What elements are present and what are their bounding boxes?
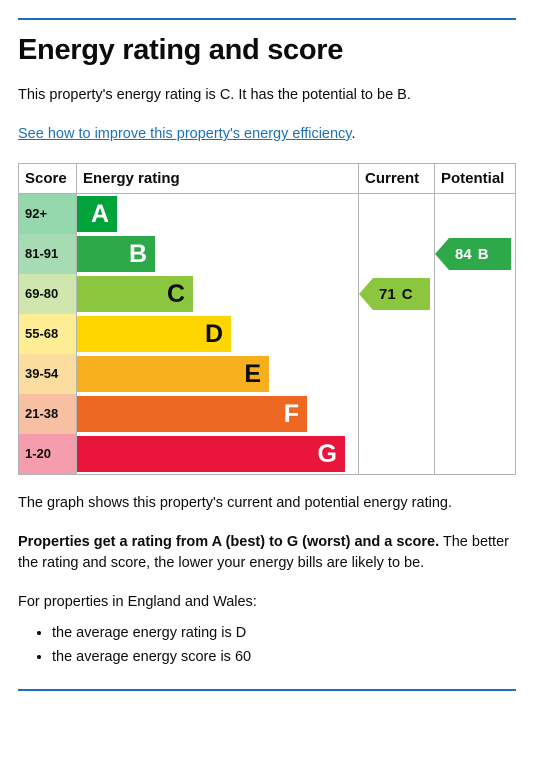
current-column: 71 C xyxy=(359,194,435,474)
rating-bar-row: F xyxy=(77,394,358,434)
score-cell: 69-80 xyxy=(19,274,76,314)
scores-column: 92+81-9169-8055-6839-5421-381-20 xyxy=(19,194,77,474)
page-title: Energy rating and score xyxy=(18,34,516,67)
col-header-current: Current xyxy=(359,164,435,194)
col-header-rating: Energy rating xyxy=(77,164,359,194)
arrow-value: 84 xyxy=(455,246,472,263)
averages-intro: For properties in England and Wales: xyxy=(18,592,516,613)
rating-bar: A xyxy=(77,196,117,232)
potential-column: 84 B xyxy=(435,194,515,474)
rating-bar: B xyxy=(77,236,155,272)
rating-bar: F xyxy=(77,396,307,432)
score-cell: 55-68 xyxy=(19,314,76,354)
rating-bar-row: D xyxy=(77,314,358,354)
col-header-potential: Potential xyxy=(435,164,515,194)
rating-explanation-bold: Properties get a rating from A (best) to… xyxy=(18,534,439,550)
score-cell: 21-38 xyxy=(19,394,76,434)
improve-link-wrap: See how to improve this property's energ… xyxy=(18,124,516,145)
intro-text: This property's energy rating is C. It h… xyxy=(18,85,516,106)
arrow-letter: B xyxy=(478,246,489,263)
rating-bar-row: G xyxy=(77,434,358,474)
chart-header-row: Score Energy rating Current Potential xyxy=(19,164,515,194)
list-item: the average energy score is 60 xyxy=(52,647,516,669)
score-cell: 92+ xyxy=(19,194,76,234)
rating-bar: C xyxy=(77,276,193,312)
rating-bar: E xyxy=(77,356,269,392)
score-cell: 1-20 xyxy=(19,434,76,474)
rating-bar-row: C xyxy=(77,274,358,314)
averages-list: the average energy rating is D the avera… xyxy=(18,623,516,669)
rating-bar: G xyxy=(77,436,345,472)
current-rating-arrow: 71 C xyxy=(359,278,430,310)
rating-bar-row: E xyxy=(77,354,358,394)
rating-explanation: Properties get a rating from A (best) to… xyxy=(18,532,516,574)
arrow-value: 71 xyxy=(379,286,396,303)
improve-efficiency-link[interactable]: See how to improve this property's energ… xyxy=(18,126,351,142)
energy-rating-chart: Score Energy rating Current Potential 92… xyxy=(18,163,516,475)
top-rule xyxy=(18,18,516,20)
score-cell: 39-54 xyxy=(19,354,76,394)
arrow-tip-icon xyxy=(435,238,449,270)
arrow-letter: C xyxy=(402,286,413,303)
rating-bar-row: A xyxy=(77,194,358,234)
list-item: the average energy rating is D xyxy=(52,623,516,645)
chart-caption: The graph shows this property's current … xyxy=(18,493,516,514)
bottom-rule xyxy=(18,689,516,691)
bars-column: ABCDEFG xyxy=(77,194,359,474)
potential-rating-arrow: 84 B xyxy=(435,238,511,270)
col-header-score: Score xyxy=(19,164,77,194)
score-cell: 81-91 xyxy=(19,234,76,274)
rating-bar-row: B xyxy=(77,234,358,274)
arrow-tip-icon xyxy=(359,278,373,310)
rating-bar: D xyxy=(77,316,231,352)
